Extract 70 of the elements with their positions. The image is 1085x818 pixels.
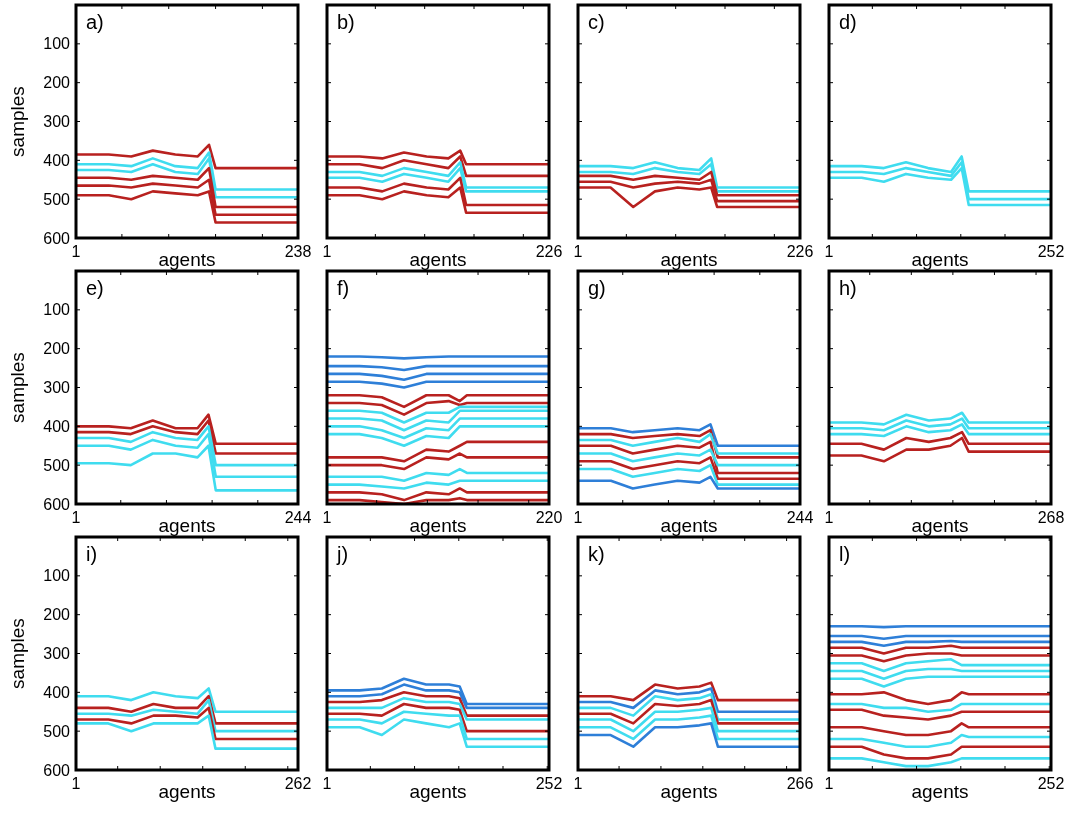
chart-title: l)	[839, 543, 851, 565]
x-tick-label: 1	[71, 243, 81, 260]
y-tick-label: 300	[43, 113, 71, 131]
y-tick-label: 600	[43, 495, 71, 513]
chart-title: g)	[588, 277, 606, 299]
x-tick-label: 1	[322, 243, 332, 260]
y-tick-label: 600	[43, 761, 71, 779]
x-tick-label: 244	[284, 509, 312, 526]
chart-title: h)	[839, 277, 857, 299]
x-tick-label: 1	[322, 509, 332, 526]
x-tick-label: 1	[322, 775, 332, 792]
x-axis-title: agents	[409, 781, 467, 802]
x-tick-label: 1	[573, 509, 583, 526]
x-axis-title: agents	[660, 515, 718, 536]
x-axis-title: agents	[911, 249, 969, 270]
x-axis-title: agents	[911, 781, 969, 802]
x-tick-label: 226	[535, 243, 563, 260]
y-axis-title: samples	[7, 86, 28, 157]
y-tick-label: 200	[43, 74, 71, 92]
y-tick-label: 500	[43, 722, 71, 740]
y-tick-label: 400	[43, 151, 71, 169]
x-tick-label: 1	[824, 775, 834, 792]
x-axis-title: agents	[158, 515, 216, 536]
x-tick-label: 1	[71, 775, 81, 792]
chart-title: b)	[337, 11, 355, 33]
x-tick-label: 268	[1037, 509, 1065, 526]
y-tick-label: 400	[43, 417, 71, 435]
x-axis-title: agents	[911, 515, 969, 536]
x-tick-label: 1	[573, 243, 583, 260]
y-tick-label: 100	[43, 567, 71, 585]
chart-title: d)	[839, 11, 857, 33]
x-axis-title: agents	[158, 249, 216, 270]
chart-title: c)	[588, 11, 605, 33]
x-tick-label: 252	[535, 775, 563, 792]
y-tick-label: 600	[43, 229, 71, 247]
chart-title: f)	[337, 277, 350, 299]
x-axis-title: agents	[409, 249, 467, 270]
y-tick-label: 400	[43, 683, 71, 701]
x-tick-label: 244	[786, 509, 814, 526]
y-tick-label: 200	[43, 340, 71, 358]
y-tick-label: 300	[43, 645, 71, 663]
line-series	[76, 143, 298, 170]
x-tick-label: 266	[786, 775, 814, 792]
chart-title: a)	[86, 11, 104, 33]
chart-title: e)	[86, 277, 104, 299]
y-tick-label: 500	[43, 456, 71, 474]
x-tick-label: 1	[71, 509, 81, 526]
x-tick-label: 1	[573, 775, 583, 792]
chart-title: i)	[86, 543, 98, 565]
x-tick-label: 1	[824, 509, 834, 526]
x-axis-title: agents	[660, 781, 718, 802]
x-axis-title: agents	[660, 249, 718, 270]
y-tick-label: 200	[43, 606, 71, 624]
x-axis-title: agents	[158, 781, 216, 802]
y-tick-label: 300	[43, 379, 71, 397]
chart-title: k)	[588, 543, 605, 565]
y-tick-label: 100	[43, 35, 71, 53]
y-axis-title: samples	[7, 618, 28, 689]
x-tick-label: 262	[284, 775, 312, 792]
x-tick-label: 220	[535, 509, 563, 526]
y-tick-label: 100	[43, 301, 71, 319]
chart-title: j)	[336, 543, 349, 565]
x-tick-label: 1	[824, 243, 834, 260]
x-tick-label: 226	[786, 243, 814, 260]
x-tick-label: 252	[1037, 243, 1065, 260]
y-axis-title: samples	[7, 352, 28, 423]
x-axis-title: agents	[409, 515, 467, 536]
x-tick-label: 238	[284, 243, 312, 260]
x-tick-label: 252	[1037, 775, 1065, 792]
y-tick-label: 500	[43, 190, 71, 208]
